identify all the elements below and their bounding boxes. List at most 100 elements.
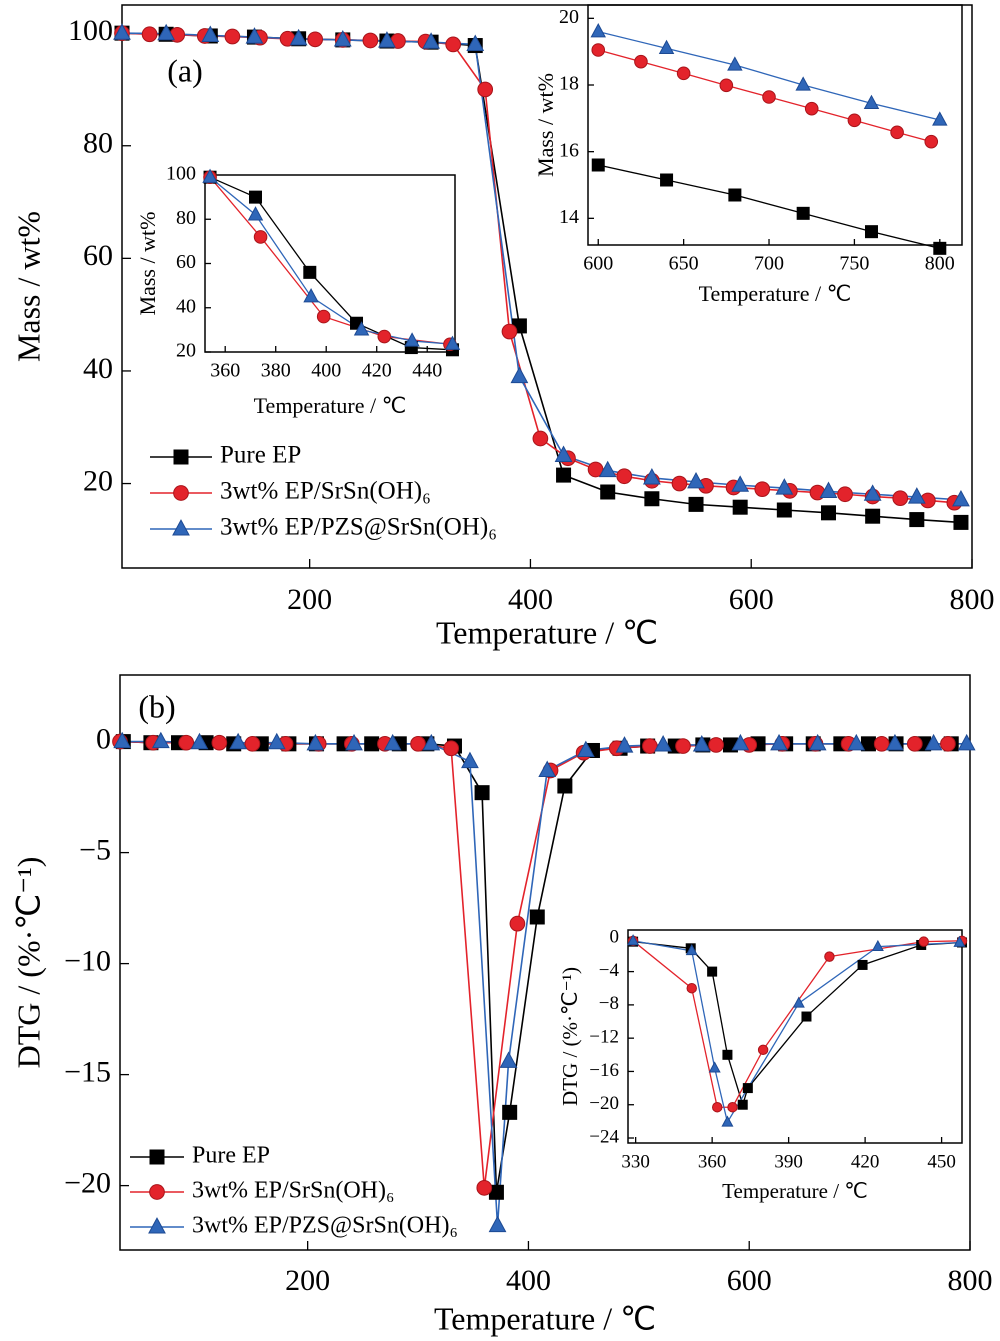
marker xyxy=(345,733,363,751)
plot-frame xyxy=(119,674,971,1251)
marker xyxy=(113,23,131,40)
marker xyxy=(532,430,549,447)
marker xyxy=(616,468,633,485)
plot-frame xyxy=(587,4,963,246)
marker xyxy=(675,738,691,754)
y-axis-label: DTG / (%·℃⁻¹) xyxy=(10,857,46,1069)
x-axis-label: Temperature / ℃ xyxy=(699,281,852,306)
marker xyxy=(422,32,440,49)
marker xyxy=(801,1011,812,1022)
marker xyxy=(249,190,263,204)
marker xyxy=(306,733,325,751)
y-tick-label: 20 xyxy=(176,340,196,362)
marker xyxy=(201,25,220,42)
marker xyxy=(824,951,835,962)
series-line xyxy=(632,940,963,1108)
y-axis-label: Mass / wt% xyxy=(533,73,558,177)
marker xyxy=(863,94,880,110)
marker xyxy=(445,36,462,53)
marker xyxy=(863,484,882,501)
marker xyxy=(557,778,573,794)
x-tick-label: 420 xyxy=(362,360,392,382)
marker xyxy=(353,321,370,336)
marker xyxy=(644,491,660,507)
marker xyxy=(267,732,286,750)
x-tick-label: 450 xyxy=(927,1151,956,1172)
marker xyxy=(688,496,704,512)
marker xyxy=(307,31,324,48)
x-tick-label: 800 xyxy=(950,583,995,616)
series-line xyxy=(209,176,451,345)
legend-label: Pure EP xyxy=(220,442,301,469)
marker xyxy=(151,731,170,749)
marker xyxy=(510,366,529,384)
marker xyxy=(873,735,890,752)
marker xyxy=(795,76,811,91)
marker xyxy=(654,735,673,752)
marker xyxy=(707,966,718,977)
y-tick-label: −16 xyxy=(589,1060,619,1081)
marker xyxy=(820,505,836,521)
marker xyxy=(590,23,606,38)
marker xyxy=(378,31,396,48)
marker xyxy=(642,468,661,485)
marker xyxy=(762,90,776,104)
marker xyxy=(190,732,209,750)
y-tick-label: 0 xyxy=(96,722,111,755)
marker xyxy=(316,309,331,324)
marker xyxy=(796,206,810,220)
series-line xyxy=(209,176,453,351)
marker xyxy=(383,733,402,751)
marker xyxy=(333,29,352,47)
marker xyxy=(538,760,557,778)
y-tick-label: 60 xyxy=(176,251,196,273)
marker xyxy=(148,1217,166,1234)
y-tick-label: 60 xyxy=(83,239,113,272)
x-axis-label: Temperature / ℃ xyxy=(722,1179,868,1203)
y-tick-label: 0 xyxy=(610,927,620,948)
y-tick-label: −20 xyxy=(589,1093,619,1114)
marker xyxy=(245,27,264,44)
marker xyxy=(671,475,688,492)
marker xyxy=(770,733,788,751)
legend-label: Pure EP xyxy=(192,1143,270,1169)
marker xyxy=(556,467,572,483)
marker xyxy=(173,485,189,501)
marker xyxy=(476,1179,493,1196)
marker xyxy=(871,939,884,952)
marker xyxy=(957,733,976,751)
y-tick-label: 16 xyxy=(559,139,579,161)
marker xyxy=(178,734,195,751)
x-tick-label: 600 xyxy=(727,1264,772,1297)
marker xyxy=(627,934,640,946)
x-axis-label: Temperature / ℃ xyxy=(434,1300,656,1336)
marker xyxy=(499,1051,518,1068)
marker xyxy=(775,478,794,495)
marker xyxy=(501,323,518,340)
marker xyxy=(554,445,573,462)
x-tick-label: 600 xyxy=(583,253,613,275)
x-tick-label: 400 xyxy=(506,1264,551,1297)
marker xyxy=(742,1083,753,1094)
marker xyxy=(474,785,490,801)
marker xyxy=(488,1215,507,1233)
x-tick-label: 200 xyxy=(285,1264,330,1297)
marker xyxy=(598,460,617,478)
y-tick-label: −4 xyxy=(599,960,620,981)
marker xyxy=(731,733,750,751)
marker xyxy=(719,78,734,93)
marker xyxy=(244,735,261,752)
marker xyxy=(776,502,792,518)
marker xyxy=(253,230,268,244)
x-tick-label: 600 xyxy=(729,583,774,616)
y-tick-label: 20 xyxy=(559,6,579,28)
marker xyxy=(529,909,545,925)
marker xyxy=(708,737,724,753)
marker xyxy=(172,519,190,536)
marker xyxy=(909,512,925,528)
marker xyxy=(731,475,750,492)
y-axis-label: Mass / wt% xyxy=(10,211,46,362)
marker xyxy=(837,486,853,503)
series-line xyxy=(633,941,963,1107)
marker xyxy=(157,23,176,41)
